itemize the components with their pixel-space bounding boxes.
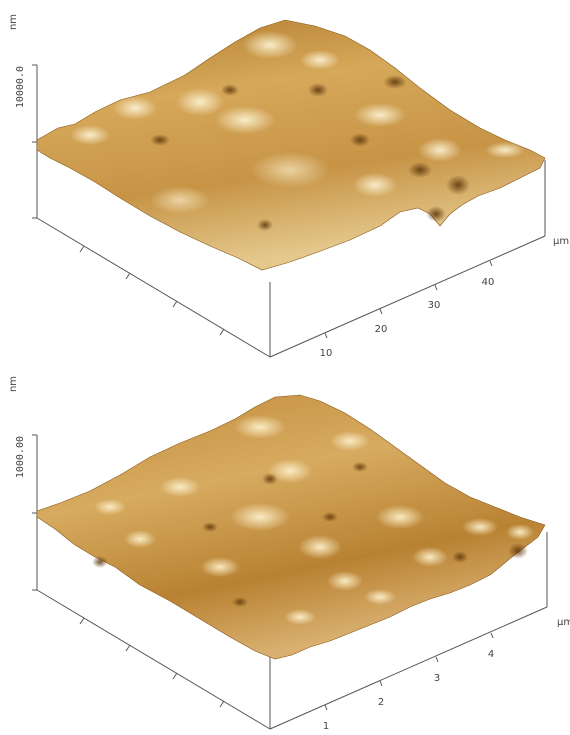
xy-unit-label: µm	[557, 617, 570, 628]
tick-label: 40	[482, 277, 495, 288]
tick-label: 4	[488, 649, 494, 660]
x-base-axis	[36, 217, 271, 358]
xy-unit-label: µm	[553, 236, 569, 247]
z-unit-label: nm	[8, 14, 19, 30]
y-base-axis	[269, 606, 548, 730]
y-base-axis	[269, 235, 546, 358]
afm-plot-svg-bottom: nm 1000.00 1 2 3 4 µm	[8, 376, 570, 732]
afm-3d-plot-bottom: nm 1000.00 1 2 3 4 µm	[0, 367, 570, 735]
tick-label: 2	[378, 697, 384, 708]
afm-plot-svg-top: nm 10000.0 10 20 30 40 µm	[8, 14, 569, 359]
z-unit-label: nm	[8, 376, 19, 392]
z-scale-value: 1000.00	[15, 436, 26, 478]
tick-label: 20	[375, 324, 388, 335]
surface-topography-top	[36, 19, 546, 271]
tick-label: 3	[434, 673, 440, 684]
tick-label: 30	[428, 300, 441, 311]
surface-topography-bottom	[36, 394, 546, 660]
z-scale-value: 10000.0	[15, 66, 26, 108]
tick-label: 1	[323, 721, 329, 732]
tick-label: 10	[320, 348, 333, 359]
x-base-axis	[36, 589, 271, 730]
afm-3d-plot-top: nm 10000.0 10 20 30 40 µm	[8, 14, 569, 359]
